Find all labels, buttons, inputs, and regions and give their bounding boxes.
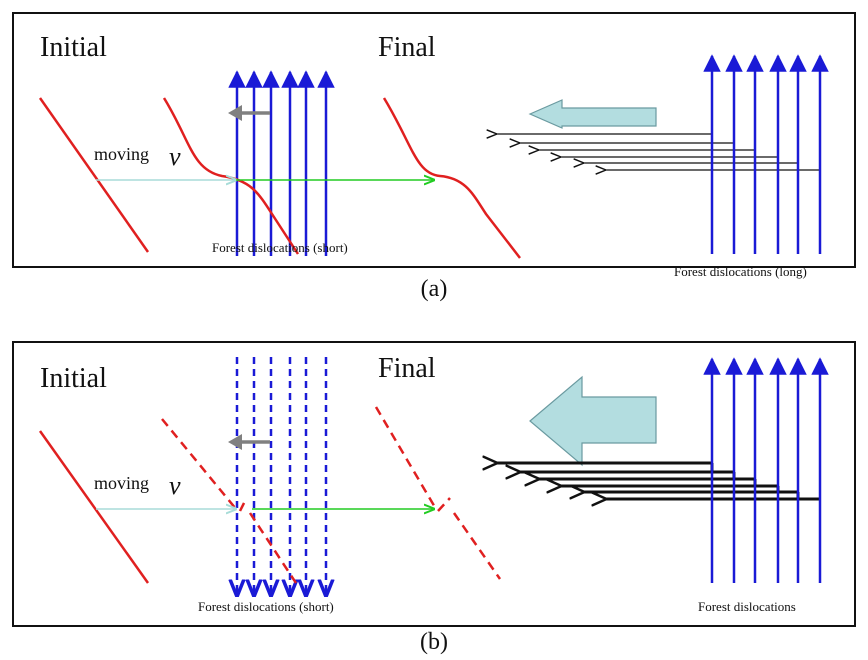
intermediate-dislocation-dashed (161, 418, 298, 584)
panel-b-drawing (38, 357, 829, 625)
forest-long-label: Forest dislocations (long) (674, 264, 807, 279)
forest-right-label: Forest dislocations (698, 599, 796, 614)
final-label: Final (378, 353, 436, 384)
initial-dislocation-line (38, 430, 150, 584)
black-arrow-staircase-bold (496, 463, 820, 499)
initial-label: Initial (40, 363, 107, 394)
forest-dislocations-short (228, 70, 335, 256)
initial-dislocation-line (38, 97, 150, 253)
intermediate-dislocation-curve (162, 97, 300, 255)
final-dislocation-curve (382, 97, 521, 259)
velocity-symbol: v (169, 142, 181, 171)
moving-label: moving (94, 144, 150, 164)
forest-dislocations-long (703, 54, 829, 254)
final-label: Final (378, 32, 436, 63)
final-dislocation-dashed (374, 406, 502, 580)
panel-a-drawing (38, 54, 829, 259)
grey-back-arrow (228, 105, 270, 121)
forest-short-label: Forest dislocations (short) (198, 599, 334, 614)
forest-short-label: Forest dislocations (short) (212, 240, 348, 255)
velocity-symbol: v (169, 471, 181, 500)
initial-label: Initial (40, 32, 107, 63)
grey-back-arrow (228, 434, 270, 450)
block-arrow-large (529, 375, 657, 467)
panel-a: Initial Final moving v Forest dislocatio… (12, 12, 856, 279)
block-arrow (528, 99, 657, 129)
caption-a: (a) (420, 276, 448, 302)
caption-b: (b) (420, 629, 448, 655)
panel-b: Initial Final moving v Forest dislocatio… (12, 341, 856, 627)
forest-dislocations-right (703, 357, 829, 583)
moving-label: moving (94, 473, 150, 493)
black-arrow-staircase (496, 134, 820, 170)
forest-dislocations-short-dashed (237, 357, 326, 595)
